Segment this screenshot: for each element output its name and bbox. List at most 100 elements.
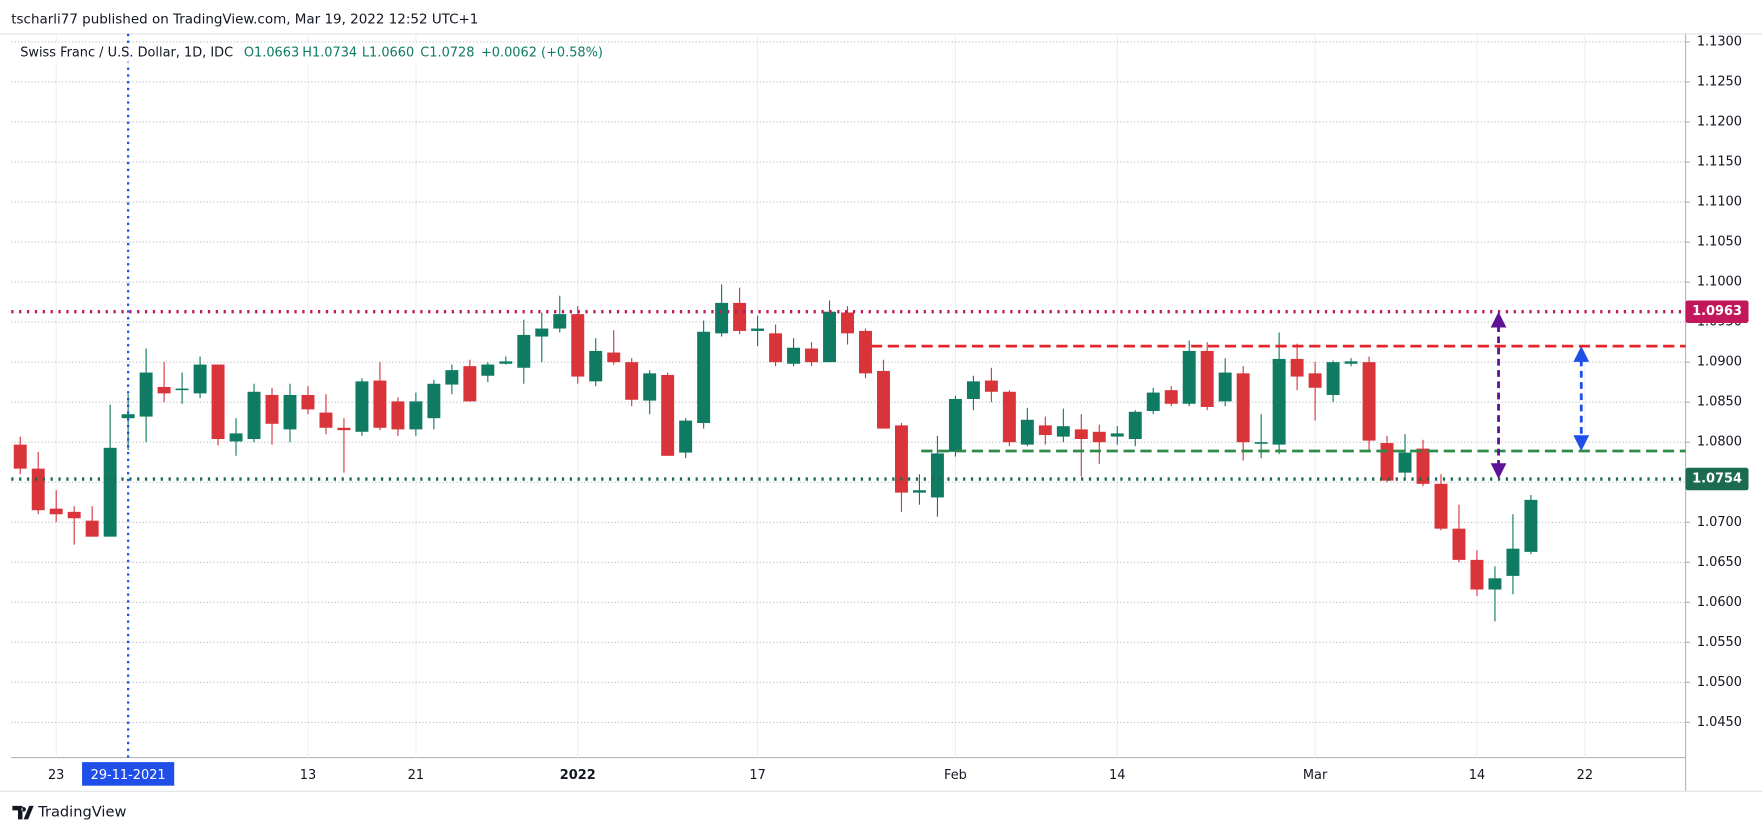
y-tick-label: 1.1100 [1697, 195, 1742, 210]
candle-body [715, 302, 729, 334]
candle-body [355, 381, 369, 432]
candle-body [463, 366, 477, 402]
grid [11, 33, 1686, 758]
candle-body [49, 508, 63, 515]
legend-bg [13, 42, 598, 64]
legend-ohlc: H1.0734 [302, 46, 357, 61]
candle-body [103, 447, 117, 537]
candle-body [733, 302, 747, 331]
y-tick-label: 1.1250 [1697, 74, 1742, 89]
y-tick-label: 1.0800 [1697, 435, 1742, 450]
candle-body [1290, 358, 1304, 377]
candle-body [1380, 443, 1394, 481]
arrow-head [1490, 311, 1507, 328]
candle-body [1236, 373, 1250, 443]
candle-body [751, 328, 765, 331]
candle-body [841, 312, 854, 334]
candle-body [1164, 390, 1178, 404]
y-tick-label: 1.1000 [1697, 275, 1742, 290]
candle-body [301, 394, 315, 410]
candle-body [930, 453, 944, 498]
candle-body [1254, 442, 1268, 444]
candle-body [948, 398, 962, 452]
level-label-box [1685, 467, 1749, 491]
candle-body [643, 373, 657, 401]
candle-body [193, 364, 207, 394]
candle-body [1362, 362, 1376, 441]
candle-body [859, 330, 872, 374]
legend-ohlc: O1.0663 [244, 46, 299, 61]
candle-body [877, 370, 890, 429]
y-tick-label: 1.1050 [1697, 235, 1742, 250]
x-tick-label: 14 [1469, 768, 1485, 783]
candle-body [175, 388, 189, 391]
y-tick-label: 1.1150 [1697, 155, 1742, 170]
candle-body [1434, 483, 1448, 529]
x-tick-label: Mar [1303, 768, 1328, 783]
x-tick-label: 13 [300, 768, 316, 783]
candle-body [1092, 431, 1106, 443]
candle-body [805, 348, 819, 363]
y-tick-label: 1.0850 [1697, 395, 1742, 410]
y-tick-label: 1.1300 [1697, 34, 1742, 49]
candle-body [409, 401, 423, 430]
candle-body [1200, 350, 1214, 407]
candle-body [553, 314, 567, 329]
candle-body [1344, 361, 1358, 364]
candle-body [1020, 419, 1034, 445]
y-tick-label: 1.0450 [1697, 715, 1742, 730]
candle-body [1506, 548, 1520, 576]
candle-body [337, 427, 351, 431]
candle-body [319, 412, 333, 428]
candle-body [31, 468, 45, 511]
candle-body [697, 331, 711, 423]
measure-arrow [1573, 346, 1590, 452]
candle-body [1488, 578, 1502, 590]
legend-title: Swiss Franc / U.S. Dollar, 1D, IDC [20, 46, 233, 61]
candle-body [571, 314, 585, 377]
candle-body [607, 352, 621, 363]
candle-body [247, 391, 261, 440]
x-tick-label: Feb [944, 768, 967, 783]
candle-body [679, 420, 693, 453]
y-tick-label: 1.0700 [1697, 515, 1742, 530]
level-label: 1.0754 [1692, 472, 1742, 487]
candle-body [1074, 429, 1088, 440]
candle-body [912, 490, 926, 493]
measure-arrow [1490, 311, 1507, 480]
candle-body [139, 372, 153, 417]
level-label: 1.0963 [1692, 304, 1742, 319]
candle-body [1146, 392, 1160, 411]
candle-body [265, 394, 279, 424]
x-tick-label: 29-11-2021 [91, 768, 166, 783]
candle-body [121, 414, 135, 419]
arrow-head [1490, 463, 1507, 480]
candle-body [499, 361, 513, 364]
candle-body [391, 401, 405, 430]
candle-body [984, 380, 998, 392]
candle-body [1128, 411, 1142, 440]
candle-body [13, 444, 27, 469]
candle-body [1308, 373, 1322, 388]
candle-body [427, 383, 441, 419]
y-tick-label: 1.0500 [1697, 675, 1742, 690]
candle-body [1110, 433, 1124, 437]
legend-ohlc: L1.0660 [362, 46, 414, 61]
candle-body [1416, 448, 1430, 484]
publisher: tscharli77 published on TradingView.com,… [11, 11, 478, 27]
y-tick-label: 1.0900 [1697, 355, 1742, 370]
candle-body [229, 433, 243, 442]
tv-logo [12, 805, 34, 820]
candle-body [67, 511, 81, 519]
candle-body [1038, 425, 1052, 435]
level-label-box [1685, 300, 1749, 323]
x-tick-label: 23 [48, 768, 64, 783]
candle-body [1182, 350, 1196, 404]
brand: TradingView [37, 804, 126, 821]
candle-body [1470, 559, 1484, 590]
candle-body [85, 520, 99, 537]
candle-body [1398, 452, 1412, 473]
crosshair-label-box [82, 762, 175, 786]
